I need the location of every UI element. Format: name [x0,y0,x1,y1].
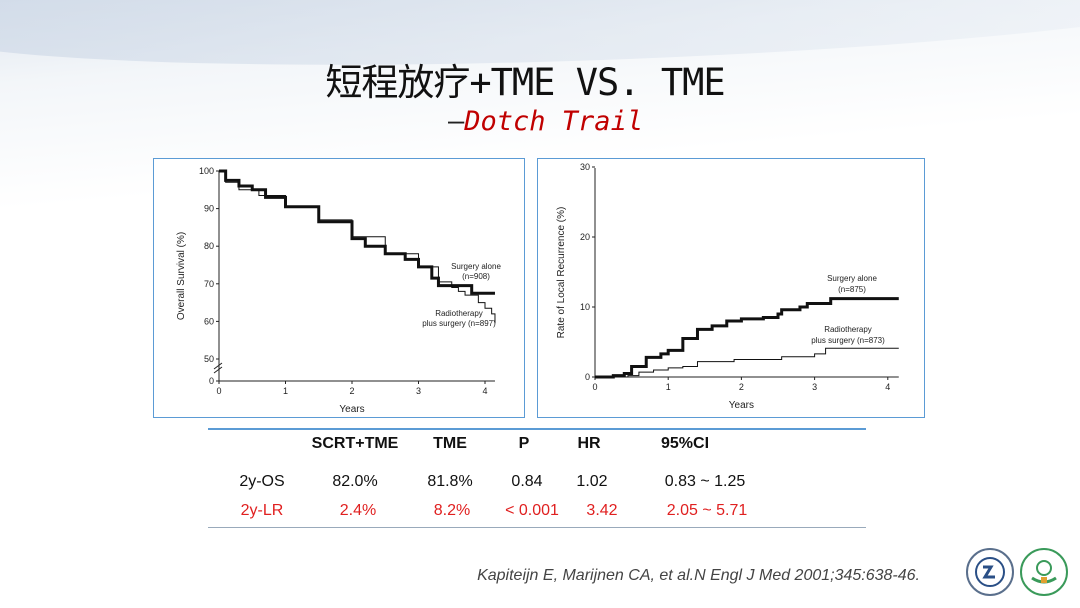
y-tick-label: 30 [580,162,590,172]
y-tick-label: 70 [204,279,214,289]
x-axis-label: Years [339,404,364,415]
row-lr-label: 2y-LR [240,502,284,519]
y-tick-label: 0 [209,376,214,386]
subtitle-trial-name: Dotch Trail [464,106,644,137]
x-tick-label: 0 [592,382,597,392]
row-lr-ci: 2.05 ~ 5.71 [666,502,748,519]
row-lr-p: < 0.001 [505,502,559,519]
y-tick-label: 60 [204,316,214,326]
series-line-radiotherapy-plus-surgery [219,170,496,324]
local-recurrence-chart: 0 1 2 3 4 0 10 20 30 Years Rate of Local Recurrenc… [556,162,899,411]
y-tick-label: 0 [585,372,590,382]
subtitle-dash: — [448,106,465,137]
series-line-surgery-alone [595,297,899,379]
row-os-scrt: 82.0% [332,473,378,490]
series-line-radiotherapy-plus-surgery [595,347,899,378]
y-tick-label: 100 [199,166,214,176]
legend-surgery-alone-n: (n=908) [462,272,490,281]
y-tick-label: 80 [204,241,214,251]
row-os-ci: 0.83 ~ 1.25 [664,473,746,490]
x-axis-label: Years [729,400,754,411]
y-tick-label: 10 [580,302,590,312]
legend-surgery-alone-n: (n=875) [838,285,866,294]
x-tick-label: 1 [283,386,288,396]
legend-surgery-alone: Surgery alone [827,274,877,283]
slide-subtitle: —Dotch Trail [448,106,643,137]
x-tick-label: 3 [416,386,421,396]
row-os-hr: 1.02 [576,473,608,490]
series-line-surgery-alone [219,169,495,295]
header-ci: 95%CI [660,435,710,452]
x-tick-label: 4 [482,386,487,396]
y-tick-label: 20 [580,232,590,242]
header-hr: HR [577,435,601,452]
citation: Kapiteijn E, Marijnen CA, et al.N Engl J… [477,567,920,584]
y-tick-label: 90 [204,204,214,214]
legend-radiotherapy-n: plus surgery (n=873) [811,336,885,345]
x-tick-label: 2 [349,386,354,396]
row-os-p: 0.84 [511,473,543,490]
x-tick-label: 2 [739,382,744,392]
legend-radiotherapy-n: plus surgery (n=897) [422,319,496,328]
row-os-label: 2y-OS [239,473,285,490]
header-tme: TME [433,435,467,452]
y-axis-label: Overall Survival (%) [176,232,187,320]
y-axis-label: Rate of Local Recurrence (%) [556,207,567,339]
x-tick-label: 3 [812,382,817,392]
header-p: P [518,435,530,452]
local-recurrence-chart-panel: 0 1 2 3 4 0 10 20 30 Years Rate of Local Recurrenc… [537,158,925,418]
axis-break-mark [213,362,223,374]
row-lr-hr: 3.42 [586,502,618,519]
y-tick-label: 50 [204,354,214,364]
x-tick-label: 0 [216,386,221,396]
legend-radiotherapy: Radiotherapy [824,325,872,334]
x-tick-label: 4 [885,382,890,392]
slide-title: 短程放疗+TME VS. TME [325,61,725,104]
legend-radiotherapy: Radiotherapy [435,309,483,318]
x-tick-label: 1 [666,382,671,392]
overall-survival-chart-panel: 0 1 2 3 4 0 50 60 70 80 90 100 Years Overall Survival… [153,158,525,418]
university-logo-icon [966,548,1014,596]
row-lr-scrt: 2.4% [339,502,377,519]
hospital-logo-icon [1020,548,1068,596]
legend-surgery-alone: Surgery alone [451,262,501,271]
row-os-tme: 81.8% [427,473,473,490]
results-table: SCRT+TME TME P HR 95%CI 2y-OS 82.0% 81.8… [208,428,866,528]
row-lr-tme: 8.2% [433,502,471,519]
header-scrt-tme: SCRT+TME [311,435,399,452]
